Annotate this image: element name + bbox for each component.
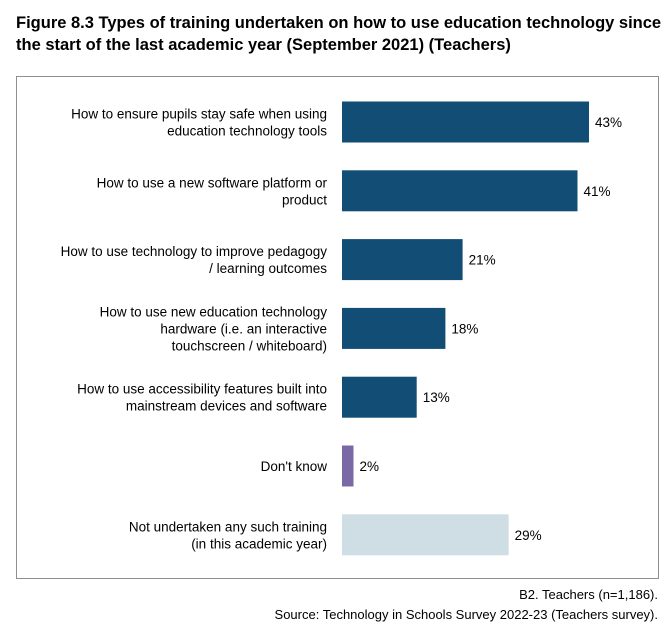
data-label-3: 18%: [451, 321, 478, 336]
source-note: Source: Technology in Schools Survey 202…: [274, 607, 658, 622]
base-note: B2. Teachers (n=1,186).: [519, 587, 658, 602]
category-label-0: How to ensure pupils stay safe when usin…: [71, 107, 327, 139]
data-label-1: 41%: [584, 184, 611, 199]
category-label-line: mainstream devices and software: [126, 399, 327, 414]
data-label-2: 21%: [469, 253, 496, 268]
category-label-line: touchscreen / whiteboard): [172, 338, 327, 353]
category-label-6: Not undertaken any such training (in this…: [129, 519, 327, 551]
category-label-line: product: [282, 192, 327, 207]
data-label-6: 29%: [515, 528, 542, 543]
bar-6: [342, 514, 509, 556]
category-label-line: / learning outcomes: [209, 261, 327, 276]
bar-3: [342, 307, 446, 349]
data-label-5: 2%: [360, 459, 380, 474]
category-label-line: Don't know: [261, 459, 328, 474]
bar-1: [342, 170, 578, 212]
category-label-line: hardware (i.e. an interactive: [160, 321, 327, 336]
category-label-3: How to use new education technology hardw…: [100, 304, 328, 353]
bar-5: [342, 445, 354, 487]
bar-2: [342, 239, 463, 281]
category-label-2: How to use technology to improve pedagog…: [61, 244, 328, 276]
bar-0: [342, 101, 589, 143]
chart-frame: [16, 76, 659, 579]
category-label-line: How to use new education technology: [100, 304, 328, 319]
category-label-line: How to use accessibility features built …: [77, 382, 327, 397]
data-label-0: 43%: [595, 115, 622, 130]
category-label-4: How to use accessibility features built …: [77, 382, 327, 414]
category-label-line: How to ensure pupils stay safe when usin…: [71, 107, 327, 122]
category-label-line: (in this academic year): [191, 536, 327, 551]
data-label-4: 13%: [423, 390, 450, 405]
category-label-line: education technology tools: [167, 124, 327, 139]
category-label-5: Don't know: [261, 459, 328, 474]
category-label-1: How to use a new software platform or pro…: [97, 175, 328, 207]
category-label-line: How to use technology to improve pedagog…: [61, 244, 328, 259]
chart-title: Figure 8.3 Types of training undertaken …: [16, 14, 662, 54]
bar-4: [342, 376, 417, 418]
category-label-line: Not undertaken any such training: [129, 519, 327, 534]
category-label-line: How to use a new software platform or: [97, 175, 328, 190]
